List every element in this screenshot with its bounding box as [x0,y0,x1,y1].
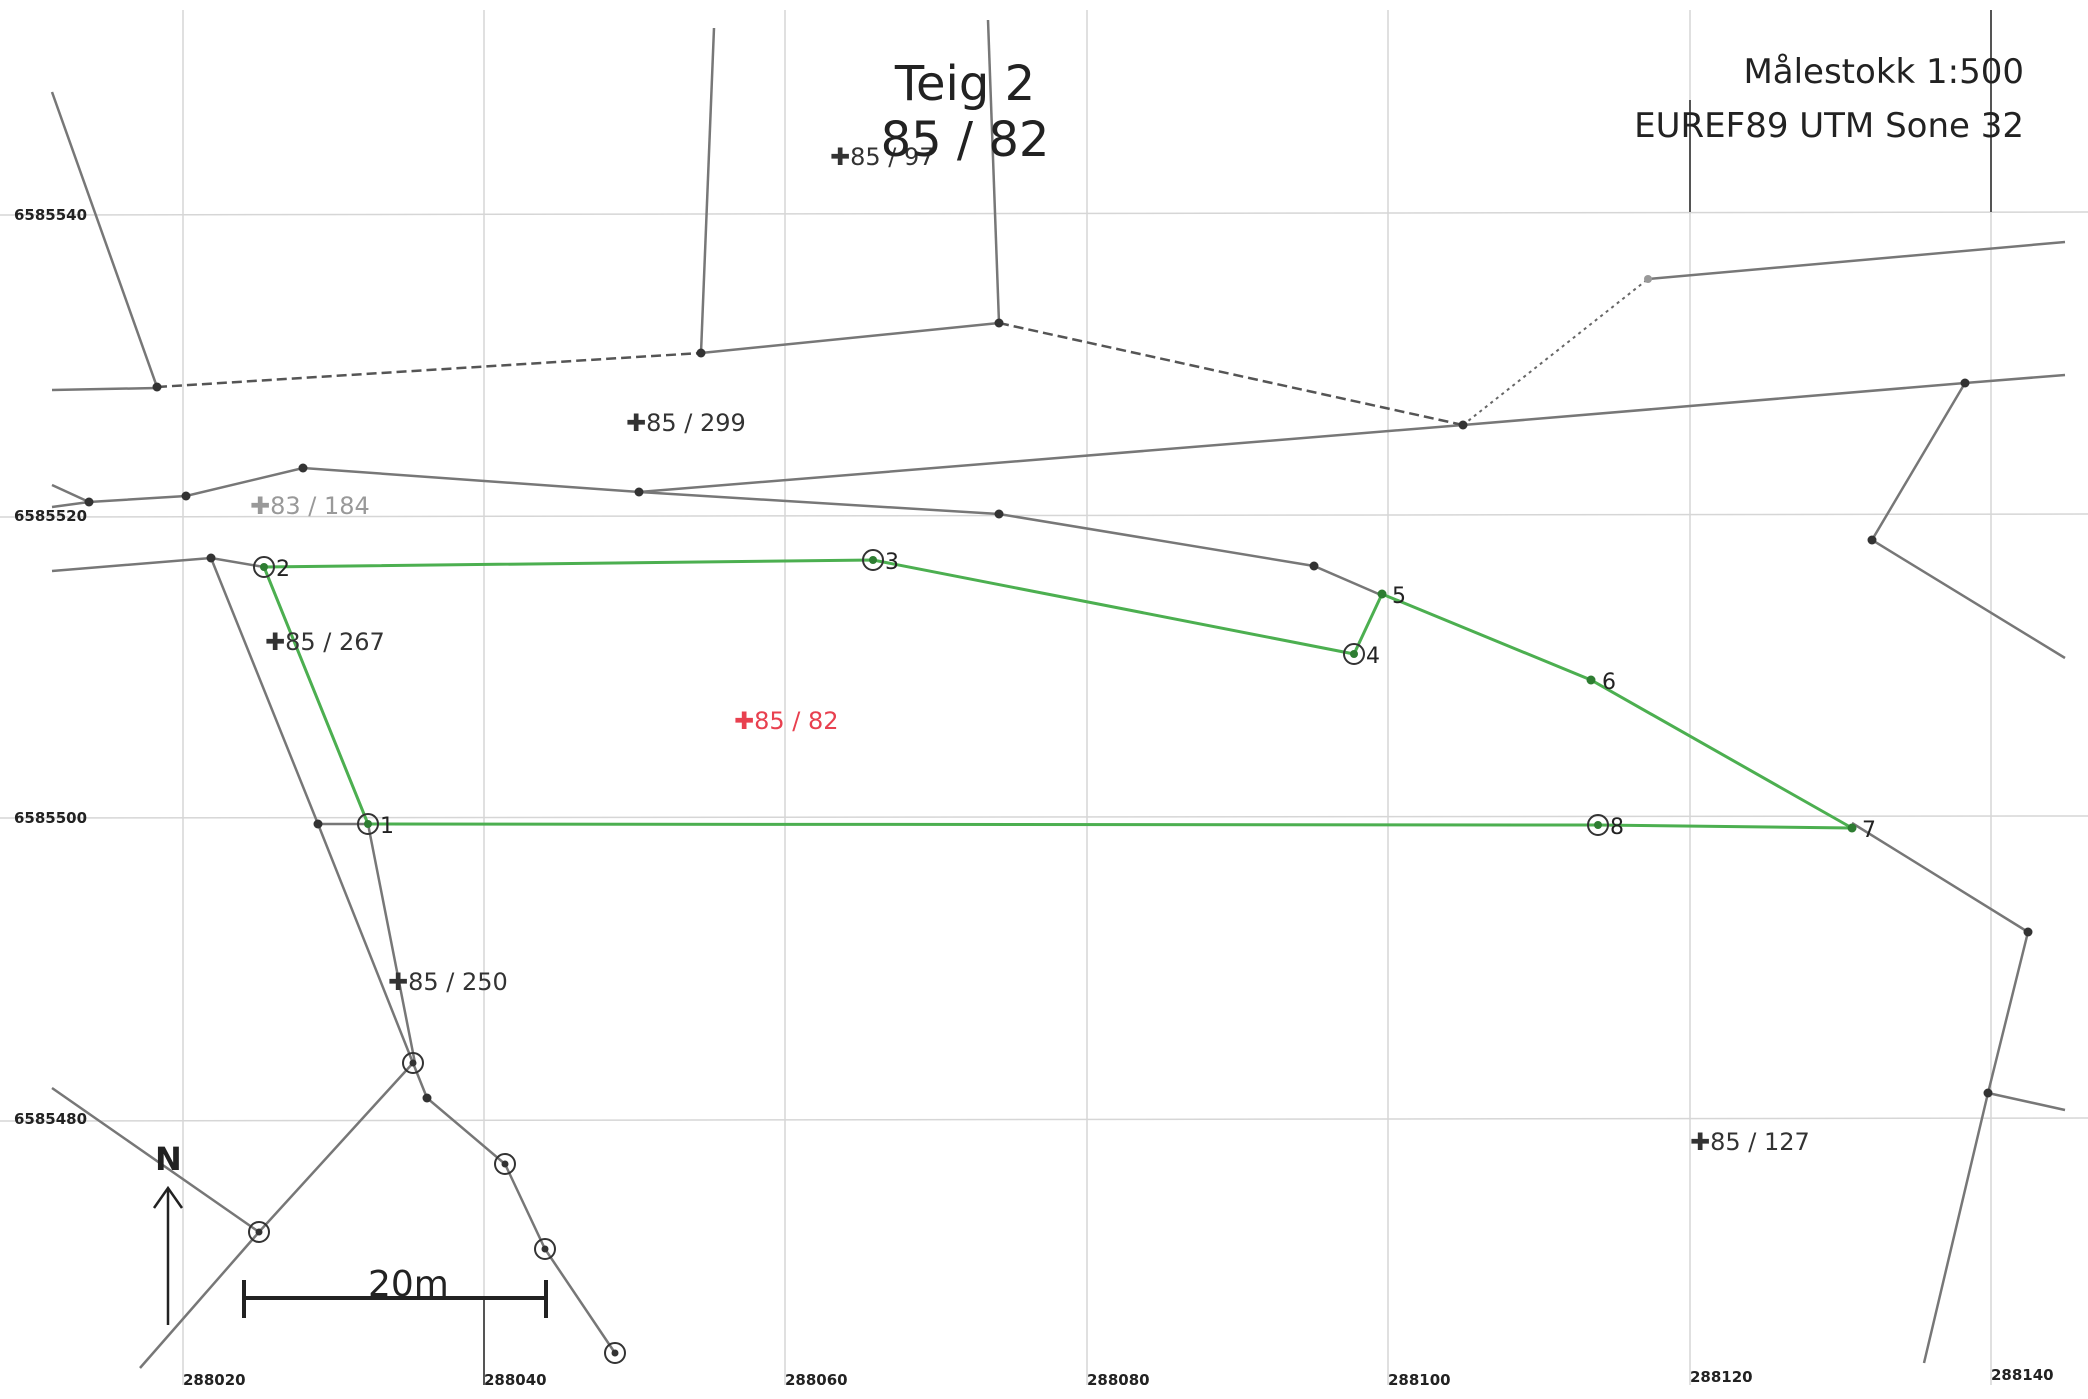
grid-label-y-6585540: 6585540 [14,206,87,224]
boundary-point-markers [253,549,1857,836]
grid-label-x-288060: 288060 [785,1371,848,1389]
parcel-label-85-127: ✚85 / 127 [1690,1128,1810,1156]
boundary-point-label-3: 3 [885,550,899,575]
neighbor-boundaries [50,19,2066,1369]
map-title: Teig 2 [894,56,1036,112]
map-subtitle-parcel-id: 85 / 82 [880,112,1050,168]
grid-label-x-288100: 288100 [1388,1371,1451,1389]
grid-label-x-288080: 288080 [1087,1371,1150,1389]
grid-label-x-288140: 288140 [1991,1366,2054,1384]
boundary-point-1 [357,813,379,835]
parcel-label-85-82: ✚85 / 82 [734,707,839,735]
boundary-point-label-7: 7 [1862,818,1876,843]
boundary-point-4 [1343,643,1365,665]
boundary-point-label-4: 4 [1366,644,1380,669]
boundary-point-label-5: 5 [1392,584,1406,609]
boundary-point-3 [862,549,884,571]
scale-bar-label: 20m [368,1264,449,1305]
grid-label-x-288020: 288020 [183,1371,246,1389]
grid-label-y-6585480: 6585480 [14,1110,87,1128]
parcel-label-85-299: ✚85 / 299 [626,409,746,437]
boundary-point-label-1: 1 [380,814,394,839]
boundary-point-2 [253,556,275,578]
north-arrow: N [152,1140,184,1325]
grid-accent-lines [483,10,1992,1385]
grid-label-x-288120: 288120 [1690,1368,1753,1386]
boundary-point-label-8: 8 [1610,815,1624,840]
scale-text: Målestokk 1:500 [1743,52,2024,92]
grid-label-y-6585520: 6585520 [14,507,87,525]
neighbor-boundaries-dashed [156,321,1464,427]
coordinate-grid [0,10,2088,1385]
boundary-point-label-2: 2 [276,557,290,582]
parcel-label-85-97: ✚85 / 97 [830,143,935,171]
parcel-label-85-250: ✚85 / 250 [388,968,508,996]
survey-markers [248,1052,626,1364]
boundary-point-8 [1587,814,1609,836]
boundary-point-label-6: 6 [1602,670,1616,695]
boundary-point-6 [1586,675,1596,685]
crs-text: EUREF89 UTM Sone 32 [1634,106,2024,146]
boundary-point-7 [1847,823,1857,833]
neighbor-vertices [84,275,2033,1103]
boundary-point-5 [1377,589,1387,599]
grid-label-y-6585500: 6585500 [14,809,87,827]
parcel-label-83-184: ✚83 / 184 [250,492,370,520]
north-arrow-label: N [155,1140,182,1178]
neighbor-boundaries-dotted [1462,278,1649,426]
scale-bar: 20m [242,1264,548,1318]
parcel-label-85-267: ✚85 / 267 [265,628,385,656]
grid-label-x-288040: 288040 [484,1371,547,1389]
